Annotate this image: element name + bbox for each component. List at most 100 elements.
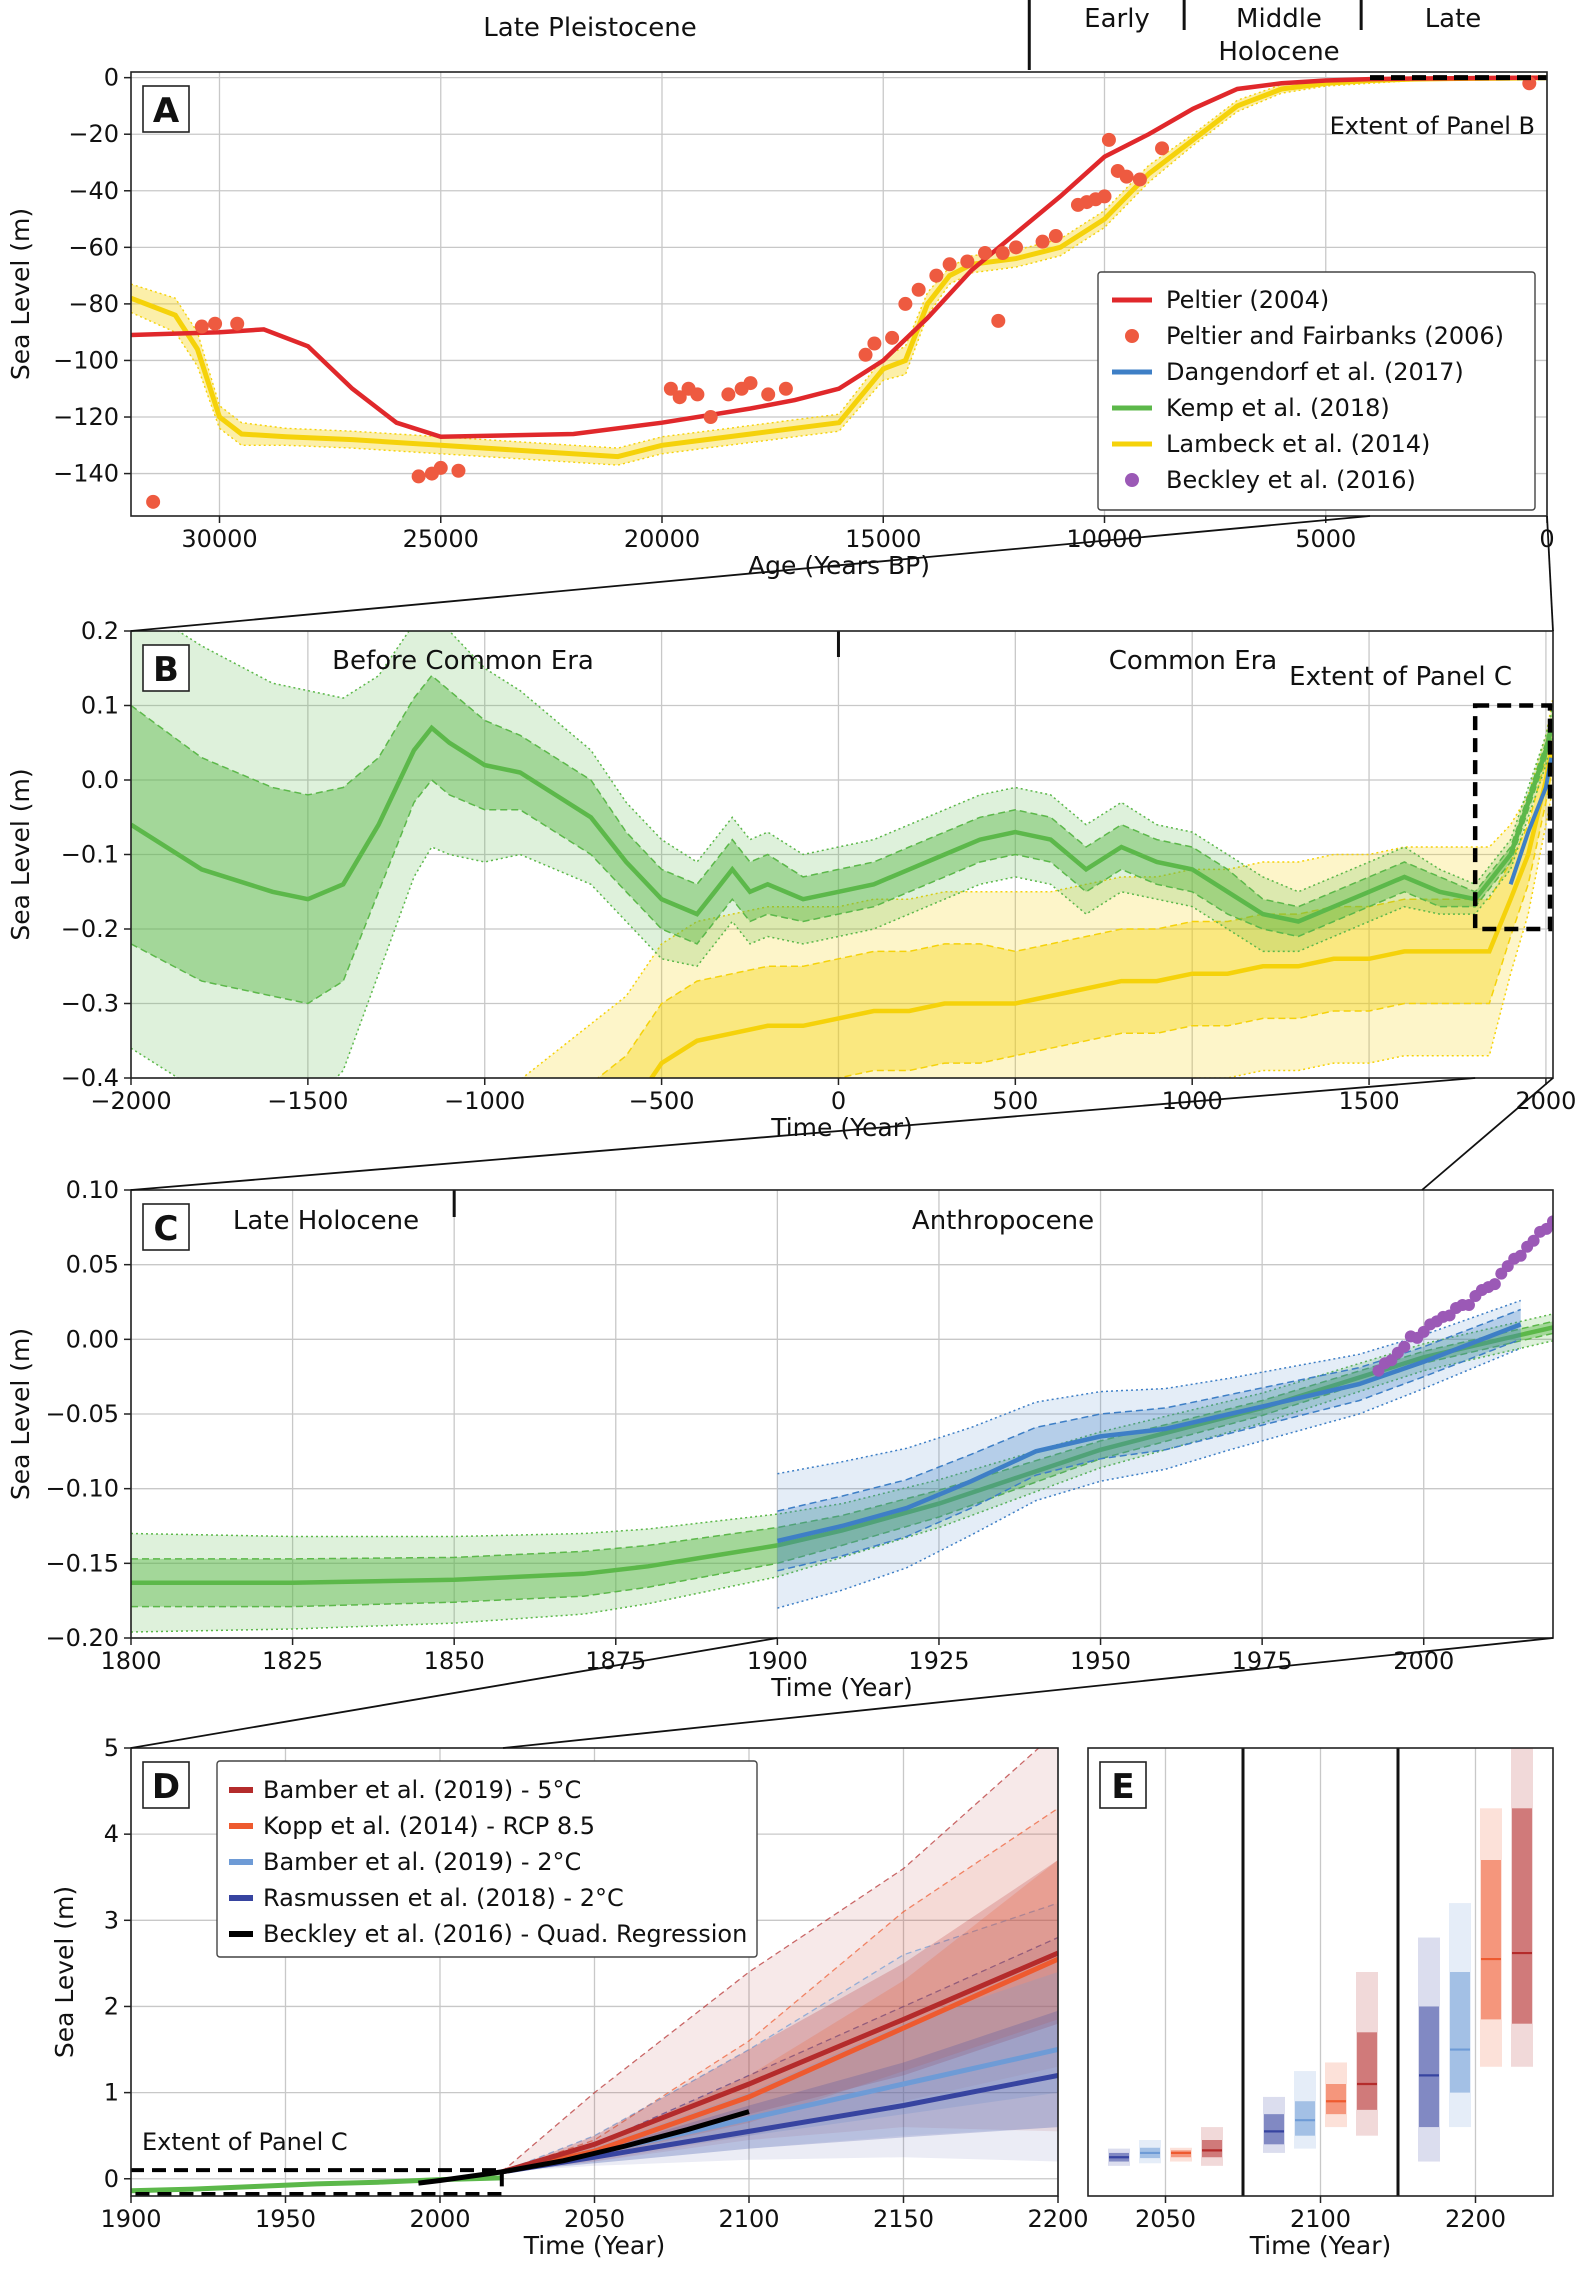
peltier-fairbanks-point bbox=[1155, 141, 1170, 156]
panel-label-text: B bbox=[153, 650, 179, 690]
axes-frame bbox=[130, 71, 1548, 517]
x-tick-label: 2050 bbox=[1135, 2205, 1196, 2233]
box-66 bbox=[1481, 1860, 1501, 2020]
peltier-fairbanks-point bbox=[721, 387, 736, 402]
beckley-point bbox=[1527, 1234, 1540, 1247]
peltier-fairbanks-point bbox=[1035, 234, 1050, 249]
y-axis-label: Sea Level (m) bbox=[6, 208, 35, 380]
x-tick-label: 30000 bbox=[181, 525, 257, 553]
y-tick-label: −0.1 bbox=[61, 841, 119, 869]
peltier-fairbanks-point bbox=[867, 336, 882, 351]
y-tick-label: 2 bbox=[104, 1992, 119, 2020]
y-tick-label: 0.10 bbox=[66, 1176, 119, 1204]
peltier-fairbanks-point bbox=[703, 410, 718, 425]
legend-entry: Rasmussen et al. (2018) - 2°C bbox=[263, 1884, 624, 1912]
band-1sigma-lower bbox=[131, 727, 1553, 1005]
x-tick-label: 25000 bbox=[403, 525, 479, 553]
box-66 bbox=[1202, 2140, 1222, 2158]
panel-label: A bbox=[142, 85, 190, 133]
x-tick-label: 1900 bbox=[747, 1647, 808, 1675]
x-tick-label: 1500 bbox=[1339, 1087, 1400, 1115]
zoom-connector-line bbox=[502, 1637, 1554, 1749]
panel-label: B bbox=[142, 644, 190, 692]
y-axis-label: Sea Level (m) bbox=[6, 1328, 35, 1500]
axes: Extent of Panel C Before Common Era Common… bbox=[6, 617, 1576, 1142]
peltier-fairbanks-point bbox=[911, 282, 926, 297]
y-tick-label: −140 bbox=[53, 460, 119, 488]
projection-upper bbox=[501, 1807, 1058, 2173]
peltier-fairbanks-point bbox=[230, 316, 245, 331]
band-1sigma-lower bbox=[834, 764, 1553, 1078]
zoom-connector-line bbox=[1421, 1077, 1554, 1191]
quad-regression-line bbox=[418, 2109, 750, 2186]
legend-entry: Bamber et al. (2019) - 2°C bbox=[263, 1848, 581, 1876]
series-line bbox=[776, 1322, 1522, 1544]
projection-upper bbox=[501, 1902, 1058, 2173]
peltier-fairbanks-point bbox=[433, 460, 448, 475]
box-66 bbox=[1264, 2114, 1284, 2145]
y-tick-label: −0.10 bbox=[45, 1475, 119, 1503]
panel-label-text: D bbox=[152, 1767, 180, 1807]
legend-entry: Kopp et al. (2014) - RCP 8.5 bbox=[263, 1812, 595, 1840]
band-1sigma-upper bbox=[131, 674, 1553, 908]
y-tick-label: −0.20 bbox=[45, 1624, 119, 1652]
grid bbox=[130, 630, 1553, 1079]
panel-label: D bbox=[142, 1761, 190, 1809]
extent-panel-b-label: Extent of Panel B bbox=[1330, 112, 1535, 140]
beckley-point bbox=[1514, 1249, 1527, 1262]
era-label: Holocene bbox=[1218, 37, 1339, 67]
y-tick-label: 0.00 bbox=[66, 1325, 119, 1353]
y-tick-label: 0.05 bbox=[66, 1251, 119, 1279]
x-tick-label: 2000 bbox=[1515, 1087, 1576, 1115]
band-2sigma-upper bbox=[521, 697, 1553, 1078]
box-66 bbox=[1326, 2084, 1346, 2115]
y-tick-label: −60 bbox=[68, 233, 119, 261]
legend-entry: Dangendorf et al. (2017) bbox=[1166, 358, 1464, 386]
era-label: Late Holocene bbox=[233, 1206, 419, 1236]
panel-label-text: C bbox=[154, 1209, 179, 1249]
panel-label-text: A bbox=[153, 91, 180, 131]
y-tick-label: 0.1 bbox=[81, 692, 119, 720]
band-1sigma-upper bbox=[131, 1320, 1553, 1560]
x-tick-label: 1850 bbox=[424, 1647, 485, 1675]
lambeck-line bbox=[131, 75, 1547, 460]
peltier-fairbanks-point bbox=[1119, 169, 1134, 184]
peltier-fairbanks-point bbox=[1009, 240, 1023, 255]
x-axis-label: Time (Year) bbox=[1249, 2231, 1392, 2260]
panel-a: Extent of Panel B Peltier (2004) Peltier a… bbox=[6, 64, 1555, 580]
band-1sigma bbox=[131, 1321, 1553, 1607]
x-tick-label: −1000 bbox=[444, 1087, 525, 1115]
legend-entry: Bamber et al. (2019) - 5°C bbox=[263, 1776, 581, 1804]
panel-label-box bbox=[142, 85, 190, 133]
peltier-fairbanks-point bbox=[743, 376, 758, 391]
x-axis-label: Time (Year) bbox=[770, 1673, 913, 1702]
x-tick-label: 2200 bbox=[1027, 2205, 1088, 2233]
peltier-fairbanks-point bbox=[208, 316, 223, 331]
x-tick-label: 1875 bbox=[585, 1647, 646, 1675]
x-tick-label: 0 bbox=[831, 1087, 846, 1115]
peltier-fairbanks-point bbox=[1097, 189, 1112, 204]
box-66 bbox=[1357, 2032, 1377, 2110]
peltier-fairbanks-point bbox=[1132, 172, 1147, 187]
projection-band-90 bbox=[501, 1937, 1058, 2172]
panel-e: 2050 2100 2200 Time (Year) E bbox=[1087, 1747, 1554, 2260]
panel-label-box bbox=[142, 1761, 190, 1809]
band-1sigma-upper bbox=[777, 1308, 1521, 1512]
y-tick-label: −0.05 bbox=[45, 1400, 119, 1428]
band-2sigma bbox=[522, 698, 1553, 1078]
era-label: Before Common Era bbox=[332, 646, 594, 676]
legend-box bbox=[216, 1760, 758, 1958]
peltier-fairbanks-point bbox=[194, 319, 209, 334]
x-tick-label: 20000 bbox=[624, 525, 700, 553]
y-tick-label: −0.2 bbox=[61, 915, 119, 943]
y-tick-label: 4 bbox=[104, 1820, 119, 1848]
panel-label: E bbox=[1099, 1761, 1147, 1809]
legend-box bbox=[1097, 271, 1536, 511]
axes: Extent of Panel C Bamber et al. (2019) - … bbox=[50, 1734, 1089, 2260]
legend-entry: Peltier (2004) bbox=[1166, 286, 1329, 314]
legend-entry: Beckley et al. (2016) - Quad. Regression bbox=[263, 1920, 747, 1948]
peltier-fairbanks-point bbox=[663, 381, 678, 396]
era-label: Late bbox=[1425, 4, 1482, 34]
projection-band-66 bbox=[501, 2010, 1058, 2172]
legend: Bamber et al. (2019) - 5°C Kopp et al. (2… bbox=[216, 1760, 758, 1958]
